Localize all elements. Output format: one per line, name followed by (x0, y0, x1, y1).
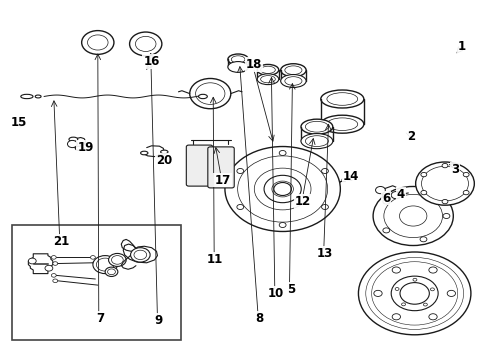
Text: 15: 15 (10, 116, 27, 129)
Text: 4: 4 (396, 188, 404, 201)
Circle shape (441, 163, 447, 168)
Circle shape (105, 267, 118, 276)
Circle shape (321, 204, 328, 210)
Ellipse shape (257, 74, 278, 85)
Ellipse shape (69, 137, 78, 141)
Circle shape (321, 177, 331, 184)
Circle shape (129, 32, 162, 56)
Circle shape (372, 186, 452, 246)
Text: 8: 8 (255, 312, 263, 325)
Circle shape (429, 288, 433, 291)
Ellipse shape (227, 54, 248, 65)
Circle shape (462, 172, 468, 177)
Circle shape (51, 256, 56, 259)
Text: 1: 1 (457, 40, 465, 53)
Circle shape (81, 31, 114, 54)
Ellipse shape (227, 62, 248, 72)
Text: 13: 13 (316, 247, 333, 260)
Circle shape (390, 192, 400, 199)
Circle shape (358, 252, 470, 335)
Text: 20: 20 (155, 154, 172, 167)
Circle shape (382, 228, 389, 233)
Circle shape (412, 278, 416, 281)
Bar (12, 225, 181, 340)
Circle shape (401, 303, 405, 306)
Circle shape (53, 262, 58, 265)
Circle shape (446, 290, 454, 297)
Circle shape (373, 290, 382, 297)
Circle shape (45, 265, 53, 271)
Circle shape (423, 303, 427, 306)
Circle shape (428, 267, 436, 273)
Circle shape (93, 261, 98, 265)
Text: 2: 2 (406, 130, 414, 143)
Text: 9: 9 (155, 314, 163, 327)
Circle shape (189, 78, 230, 109)
Ellipse shape (301, 134, 332, 149)
Circle shape (390, 276, 437, 311)
FancyBboxPatch shape (186, 145, 212, 186)
Circle shape (51, 274, 56, 277)
Circle shape (67, 140, 77, 148)
Text: 3: 3 (450, 163, 458, 176)
Circle shape (428, 314, 436, 320)
Circle shape (108, 253, 126, 266)
Circle shape (236, 204, 243, 210)
Circle shape (279, 150, 285, 156)
Circle shape (419, 237, 426, 242)
Circle shape (420, 190, 426, 195)
Circle shape (442, 213, 449, 219)
Text: 11: 11 (206, 253, 223, 266)
Text: 21: 21 (53, 235, 69, 248)
Circle shape (236, 168, 243, 174)
Ellipse shape (141, 151, 147, 155)
Circle shape (28, 258, 36, 264)
Circle shape (224, 147, 340, 231)
Circle shape (419, 190, 426, 195)
Ellipse shape (280, 64, 305, 77)
Circle shape (382, 199, 389, 204)
Circle shape (130, 248, 150, 262)
Circle shape (53, 279, 58, 283)
Ellipse shape (35, 95, 41, 98)
Text: 5: 5 (286, 283, 294, 296)
Ellipse shape (280, 75, 305, 87)
Ellipse shape (20, 94, 33, 99)
Ellipse shape (198, 94, 207, 99)
Circle shape (394, 288, 398, 291)
Circle shape (420, 172, 426, 177)
Ellipse shape (257, 64, 278, 75)
Circle shape (391, 267, 400, 273)
Circle shape (375, 186, 385, 194)
Circle shape (90, 256, 95, 259)
Ellipse shape (320, 115, 363, 133)
FancyBboxPatch shape (207, 147, 234, 188)
Ellipse shape (161, 150, 168, 154)
Circle shape (391, 314, 400, 320)
Text: 18: 18 (245, 58, 262, 71)
Circle shape (441, 199, 447, 204)
Circle shape (279, 222, 285, 228)
Text: 12: 12 (294, 195, 311, 208)
Text: 19: 19 (77, 141, 94, 154)
Circle shape (321, 168, 328, 174)
Text: 17: 17 (214, 174, 230, 186)
Text: 14: 14 (342, 170, 359, 183)
Text: 6: 6 (382, 192, 389, 204)
Circle shape (462, 190, 468, 195)
Text: 7: 7 (96, 312, 104, 325)
Circle shape (415, 162, 473, 205)
Ellipse shape (75, 146, 84, 150)
Ellipse shape (301, 119, 332, 134)
Circle shape (93, 256, 117, 274)
Text: 10: 10 (267, 287, 284, 300)
Text: 16: 16 (143, 55, 160, 68)
Ellipse shape (320, 90, 363, 108)
